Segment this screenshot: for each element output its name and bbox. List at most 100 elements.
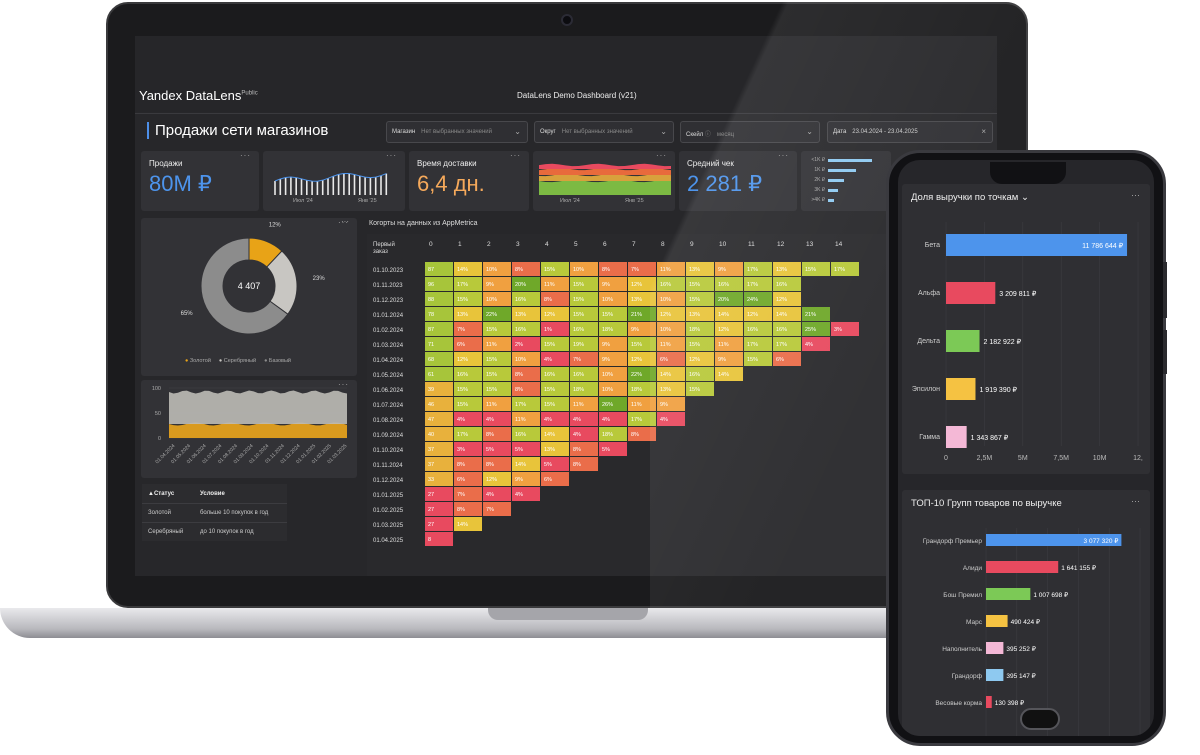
legend-item[interactable]: ● Базовый <box>264 358 291 364</box>
cohort-cell[interactable] <box>628 322 656 336</box>
cohort-cell[interactable] <box>512 262 540 276</box>
cohort-cell[interactable] <box>570 277 598 291</box>
cohort-cell[interactable] <box>802 307 830 321</box>
cohort-cell[interactable] <box>541 277 569 291</box>
cohort-cell[interactable] <box>425 517 453 531</box>
more-icon[interactable]: ··· <box>1131 190 1140 200</box>
cohort-cell[interactable] <box>744 292 772 306</box>
cohort-cell[interactable] <box>715 277 743 291</box>
cohort-cell[interactable] <box>483 322 511 336</box>
cohort-cell[interactable] <box>773 322 801 336</box>
filter-store[interactable]: Магазин Нет выбранных значений ⌄ <box>386 121 528 143</box>
cohort-cell[interactable] <box>512 487 540 501</box>
cohort-cell[interactable] <box>773 307 801 321</box>
bar[interactable] <box>986 534 1122 546</box>
cohort-cell[interactable] <box>599 427 627 441</box>
bar[interactable] <box>946 426 967 448</box>
cohort-cell[interactable] <box>628 412 656 426</box>
cohort-cell[interactable] <box>628 277 656 291</box>
cohort-cell[interactable] <box>425 397 453 411</box>
cohort-cell[interactable] <box>744 262 772 276</box>
cohort-cell[interactable] <box>657 262 685 276</box>
cohort-cell[interactable] <box>541 307 569 321</box>
cohort-cell[interactable] <box>628 262 656 276</box>
cohort-cell[interactable] <box>570 292 598 306</box>
cohort-cell[interactable] <box>657 397 685 411</box>
bar[interactable] <box>986 642 1004 654</box>
cohort-cell[interactable] <box>483 442 511 456</box>
cohort-cell[interactable] <box>599 442 627 456</box>
cohort-cell[interactable] <box>425 532 453 546</box>
cohort-cell[interactable] <box>686 367 714 381</box>
cohort-cell[interactable] <box>483 457 511 471</box>
cohort-cell[interactable] <box>570 442 598 456</box>
cohort-cell[interactable] <box>657 322 685 336</box>
chart-title[interactable]: Доля выручки по точкам ⌄ <box>911 192 1029 203</box>
cohort-cell[interactable] <box>831 322 859 336</box>
cohort-cell[interactable] <box>454 487 482 501</box>
cohort-cell[interactable] <box>425 352 453 366</box>
cohort-cell[interactable] <box>483 502 511 516</box>
cohort-cell[interactable] <box>541 472 569 486</box>
cohort-cell[interactable] <box>657 292 685 306</box>
cohort-cell[interactable] <box>570 322 598 336</box>
cohort-cell[interactable] <box>454 352 482 366</box>
cohort-cell[interactable] <box>744 277 772 291</box>
cohort-cell[interactable] <box>512 292 540 306</box>
cohort-cell[interactable] <box>599 412 627 426</box>
legend-item[interactable]: ● Золотой <box>185 358 211 364</box>
cohort-cell[interactable] <box>686 262 714 276</box>
cohort-cell[interactable] <box>425 367 453 381</box>
cohort-cell[interactable] <box>628 397 656 411</box>
cohort-cell[interactable] <box>541 397 569 411</box>
cohort-cell[interactable] <box>454 367 482 381</box>
cohort-cell[interactable] <box>483 367 511 381</box>
cohort-cell[interactable] <box>483 427 511 441</box>
more-icon[interactable]: ··· <box>341 217 349 226</box>
cohort-cell[interactable] <box>628 352 656 366</box>
cohort-cell[interactable] <box>628 382 656 396</box>
cohort-cell[interactable] <box>744 352 772 366</box>
cohort-cell[interactable] <box>744 307 772 321</box>
cohort-cell[interactable] <box>425 442 453 456</box>
cohort-cell[interactable] <box>425 412 453 426</box>
cohort-cell[interactable] <box>541 382 569 396</box>
cohort-cell[interactable] <box>425 502 453 516</box>
cohort-cell[interactable] <box>628 427 656 441</box>
cohort-cell[interactable] <box>773 337 801 351</box>
cohort-cell[interactable] <box>454 472 482 486</box>
cohort-cell[interactable] <box>541 457 569 471</box>
cohort-cell[interactable] <box>425 487 453 501</box>
cohort-cell[interactable] <box>512 322 540 336</box>
bar[interactable] <box>986 615 1008 627</box>
cohort-cell[interactable] <box>541 337 569 351</box>
bar[interactable] <box>946 378 976 400</box>
bar[interactable] <box>946 330 980 352</box>
sort-icon[interactable]: ▲ <box>148 490 154 497</box>
donut-slice[interactable] <box>200 237 289 335</box>
cohort-cell[interactable] <box>686 352 714 366</box>
more-icon[interactable]: ··· <box>338 380 349 389</box>
cohort-cell[interactable] <box>628 292 656 306</box>
bar[interactable] <box>946 234 1128 256</box>
cohort-cell[interactable] <box>715 292 743 306</box>
filter-date[interactable]: Дата 23.04.2024 - 23.04.2025 × <box>827 121 993 143</box>
cohort-cell[interactable] <box>570 262 598 276</box>
cohort-cell[interactable] <box>831 262 859 276</box>
bar[interactable] <box>946 282 996 304</box>
cohort-cell[interactable] <box>454 457 482 471</box>
cohort-cell[interactable] <box>570 367 598 381</box>
cohort-cell[interactable] <box>512 382 540 396</box>
cohort-cell[interactable] <box>483 382 511 396</box>
cohort-cell[interactable] <box>686 322 714 336</box>
cohort-cell[interactable] <box>657 412 685 426</box>
cohort-cell[interactable] <box>686 382 714 396</box>
more-icon[interactable]: ··· <box>338 218 349 227</box>
cohort-cell[interactable] <box>512 352 540 366</box>
cohort-cell[interactable] <box>657 382 685 396</box>
cohort-cell[interactable] <box>483 292 511 306</box>
cohort-cell[interactable] <box>599 397 627 411</box>
cohort-cell[interactable] <box>454 322 482 336</box>
cohort-cell[interactable] <box>483 487 511 501</box>
cohort-cell[interactable] <box>570 427 598 441</box>
